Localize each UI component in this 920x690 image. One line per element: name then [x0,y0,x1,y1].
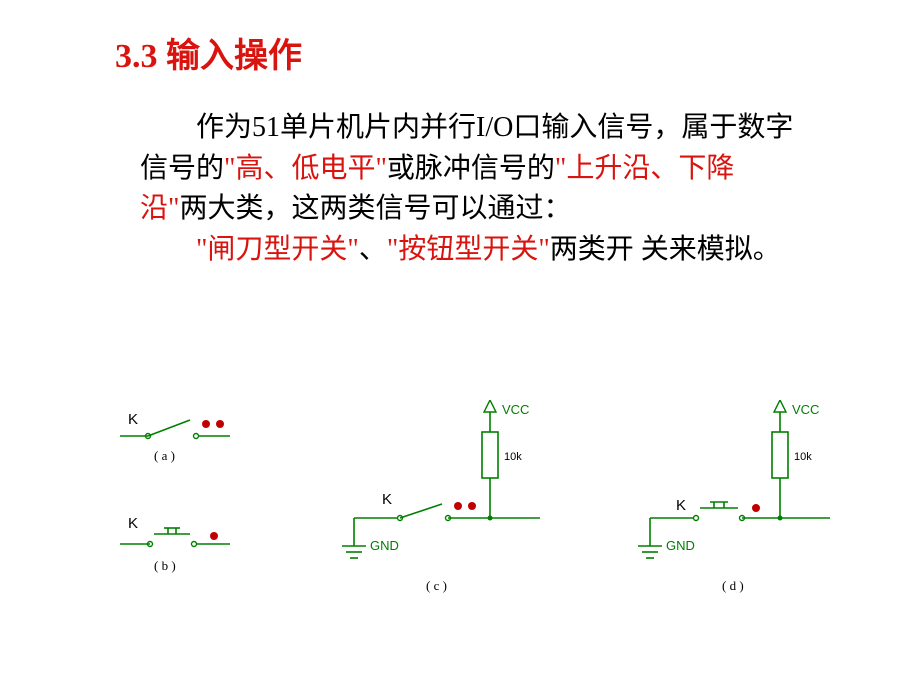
text-run-highlight: "按钮型开关" [387,234,550,265]
text-run: 两大类，这两类信号可以通过： [179,193,571,224]
text-run: I/O [476,112,513,143]
diagram-d: VCC 10k K GND ( d ) [638,400,830,593]
k-label: K [382,491,392,508]
vcc-label: VCC [792,402,819,417]
k-label: K [128,515,138,532]
gnd-label: GND [666,538,695,553]
diagram-c: VCC 10k K GND ( c ) [342,400,540,593]
res-label: 10k [504,451,522,463]
section-heading: 3.3 输入操作 [115,28,302,77]
text-run: 单片机片内并行 [280,112,476,143]
sub-label-c: ( c ) [426,578,447,593]
sub-label-d: ( d ) [722,578,744,593]
text-run-highlight: "闸刀型开关" [196,234,359,265]
circuit-diagrams: K ( a ) K ( b ) VCC [120,400,860,640]
text-run: 作为 [196,112,252,143]
k-label: K [676,497,686,514]
vcc-label: VCC [502,402,529,417]
text-run-highlight: "高、低电平" [224,153,387,184]
text-run: 两类开 关来模拟。 [550,234,781,265]
text-run: 51 [252,112,280,143]
text-run: 或脉冲信号的 [387,153,555,184]
text-run: 、 [359,234,387,265]
res-label: 10k [794,451,812,463]
sub-label-b: ( b ) [154,558,176,573]
gnd-label: GND [370,538,399,553]
body-paragraph: 作为51单片机片内并行I/O口输入信号，属于数字信号的"高、低电平"或脉冲信号的… [140,108,800,270]
diagram-b: K ( b ) [120,515,230,573]
sub-label-a: ( a ) [154,448,175,463]
diagram-a: K ( a ) [120,411,230,463]
k-label: K [128,411,138,428]
